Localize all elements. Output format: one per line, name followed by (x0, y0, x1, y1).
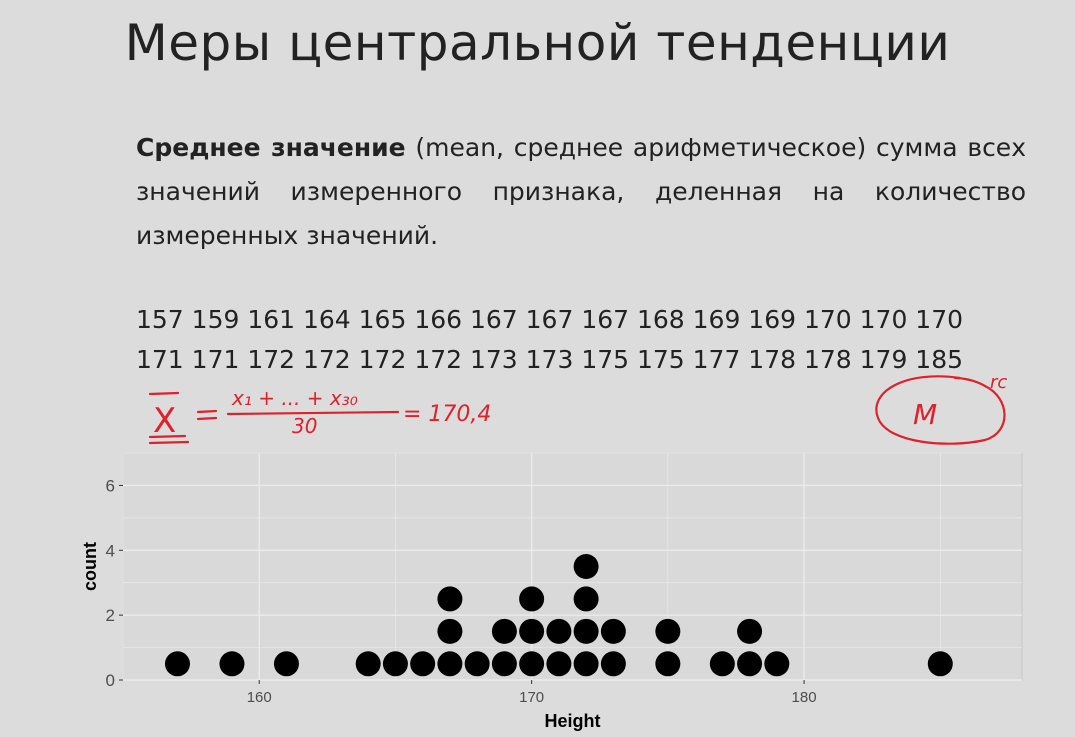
x-tick-label: 160 (247, 689, 272, 706)
data-dot (382, 651, 408, 677)
dot-plot: 160 170 180 0 2 4 6 Height count (80, 452, 1023, 731)
x-tick-label: 170 (519, 689, 544, 706)
median-symbol: M (913, 398, 937, 431)
y-tick-label: 6 (106, 476, 115, 495)
plot-panel (122, 452, 1023, 681)
data-dot (737, 651, 763, 677)
data-dot (573, 618, 599, 644)
data-dot (655, 618, 681, 644)
data-dot (655, 651, 681, 677)
x-axis-label: Height (545, 711, 601, 731)
values-row-2: 171 171 172 172 172 172 173 173 175 175 … (136, 345, 964, 374)
data-dot (519, 586, 545, 612)
mean-bar-stroke (148, 391, 180, 396)
slide-title: Меры центральной тенденции (124, 14, 951, 72)
formula-denominator: 30 (292, 414, 317, 438)
definition-paragraph: Среднее значение (mean, среднее арифмети… (136, 126, 1026, 258)
data-dot (709, 651, 735, 677)
data-dot (437, 586, 463, 612)
data-dot (573, 554, 599, 579)
data-dot (164, 651, 190, 677)
data-dot (764, 651, 790, 677)
handwritten-annotations: X x₁ + ... + x₃₀ 30 = 170,4 M rc (148, 372, 1007, 445)
definition-text: сумма всех значений измеренного признака… (136, 133, 1026, 250)
data-dot (410, 651, 436, 677)
data-dot (600, 651, 626, 677)
data-dot (219, 651, 245, 677)
data-dot (573, 651, 599, 677)
data-dot (273, 651, 299, 677)
dots-layer (164, 554, 953, 677)
underline-stroke-1 (148, 434, 187, 439)
data-dot (546, 651, 572, 677)
y-tick-label: 2 (106, 606, 115, 625)
grid-layer (122, 452, 1022, 681)
x-tick-label: 180 (792, 689, 817, 706)
definition-parenthetical: (mean, среднее арифметическое) (405, 133, 867, 162)
equals-stroke-1 (196, 409, 218, 414)
y-axis-label: count (80, 542, 100, 591)
formula-result: = 170,4 (403, 402, 491, 427)
mode-note: rc (990, 372, 1007, 393)
data-dot (491, 651, 517, 677)
definition-term: Среднее значение (136, 133, 406, 162)
axis-layer: 160 170 180 0 2 4 6 (106, 476, 817, 706)
fraction-bar (226, 410, 400, 416)
underline-stroke-2 (148, 440, 190, 445)
data-dot (464, 651, 490, 677)
median-circle (875, 375, 1006, 445)
data-dot (519, 651, 545, 677)
values-row-1: 157 159 161 164 165 166 167 167 167 168 … (136, 305, 964, 334)
data-dot (546, 618, 572, 644)
formula-lhs: X (153, 401, 176, 441)
height-values: 157 159 161 164 165 166 167 167 167 168 … (136, 300, 1036, 380)
data-dot (491, 618, 517, 644)
data-dot (437, 618, 463, 644)
data-dot (927, 651, 953, 677)
data-dot (600, 618, 626, 644)
data-dot (437, 651, 463, 677)
y-tick-label: 0 (106, 671, 115, 690)
data-dot (355, 651, 381, 677)
formula-numerator: x₁ + ... + x₃₀ (231, 386, 358, 410)
equals-stroke-2 (196, 416, 218, 421)
data-dot (737, 618, 763, 644)
data-dot (573, 586, 599, 612)
data-dot (519, 618, 545, 644)
y-tick-label: 4 (106, 541, 115, 560)
